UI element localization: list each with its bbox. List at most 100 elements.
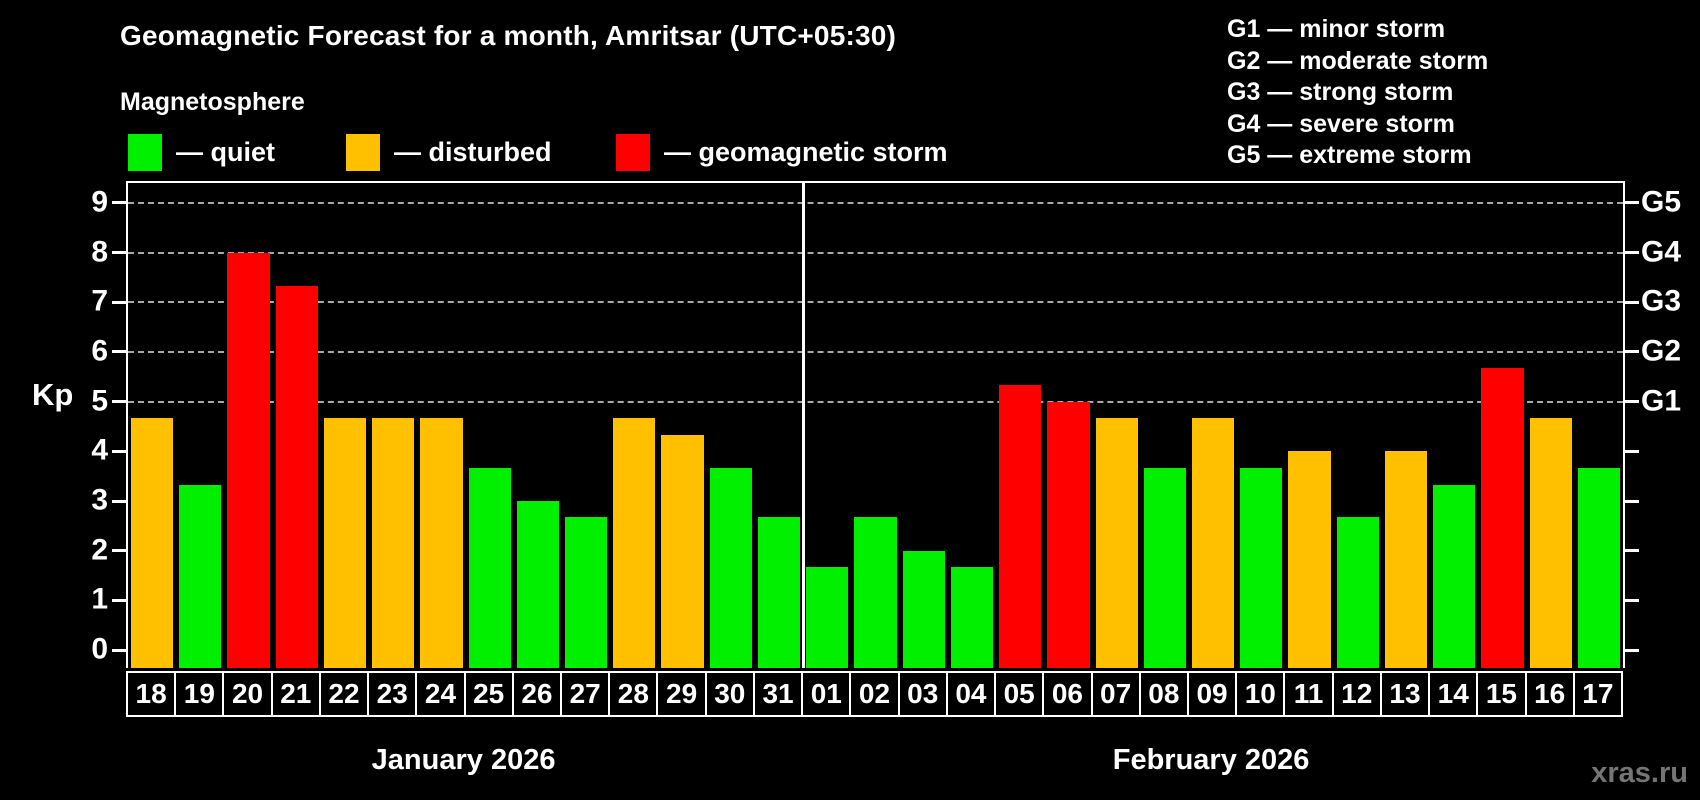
date-cell: 28 <box>608 671 659 717</box>
kp-bar <box>757 517 801 668</box>
kp-bar <box>1047 401 1090 668</box>
kp-bar <box>854 517 897 668</box>
date-cell: 09 <box>1186 671 1238 717</box>
date-cell: 27 <box>560 671 611 717</box>
gridline-kp5 <box>128 400 1623 403</box>
kp-bar <box>227 252 270 668</box>
right-tick-4 <box>1625 449 1639 453</box>
left-tick-7 <box>112 300 126 304</box>
g-legend-line-g1: G1 — minor storm <box>1227 15 1446 43</box>
g-label-g3: G3 <box>1641 284 1682 318</box>
kp-bar <box>372 418 415 668</box>
left-tick-0 <box>112 648 126 652</box>
left-tick-8 <box>112 251 126 255</box>
date-cell: 19 <box>174 671 225 717</box>
disturbed-swatch <box>346 133 380 171</box>
kp-bar <box>1433 484 1476 668</box>
date-cell: 17 <box>1572 671 1623 717</box>
kp-bar <box>420 418 463 668</box>
kp-bar <box>1288 451 1331 668</box>
date-cell: 03 <box>897 671 948 717</box>
date-cell: 04 <box>945 671 997 717</box>
date-cell: 02 <box>849 671 900 717</box>
g-label-g2: G2 <box>1641 334 1682 368</box>
gridline-kp8 <box>128 251 1623 254</box>
legend-item-storm: — geomagnetic storm <box>616 133 948 171</box>
kp-bar <box>565 517 608 668</box>
watermark: xras.ru <box>1591 757 1688 789</box>
g-label-g5: G5 <box>1641 185 1682 219</box>
kp-bar <box>999 385 1042 668</box>
g-legend-line-g4: G4 — severe storm <box>1227 109 1455 138</box>
y-tick-label-0: 0 <box>91 632 108 666</box>
right-tick-0 <box>1625 648 1639 652</box>
left-tick-4 <box>112 449 126 453</box>
kp-bar <box>323 418 367 668</box>
date-cell: 30 <box>704 671 755 717</box>
date-cell: 16 <box>1524 671 1575 717</box>
right-tick-6 <box>1625 350 1639 354</box>
y-tick-label-6: 6 <box>91 334 108 368</box>
right-tick-1 <box>1625 598 1639 602</box>
date-cell: 24 <box>415 671 466 717</box>
legend-item-quiet: — quiet <box>128 133 275 171</box>
kp-bar <box>1384 451 1428 668</box>
kp-bar <box>179 484 222 668</box>
storm-swatch <box>616 133 650 171</box>
y-tick-label-3: 3 <box>91 483 108 517</box>
date-cell: 20 <box>222 671 273 717</box>
kp-bar <box>1095 418 1138 668</box>
date-cell: 23 <box>367 671 418 717</box>
y-tick-label-4: 4 <box>91 433 108 467</box>
kp-bar <box>1240 467 1283 668</box>
right-tick-9 <box>1625 201 1639 205</box>
left-tick-9 <box>112 201 126 205</box>
date-cell: 26 <box>511 671 563 717</box>
kp-bar <box>950 567 994 668</box>
date-cell: 22 <box>318 671 370 717</box>
y-tick-label-1: 1 <box>91 582 108 616</box>
y-tick-label-9: 9 <box>91 185 108 219</box>
y-tick-label-2: 2 <box>91 533 108 567</box>
right-tick-5 <box>1625 400 1639 404</box>
g-label-g4: G4 <box>1641 234 1682 268</box>
right-tick-7 <box>1625 300 1639 304</box>
date-cell: 08 <box>1138 671 1189 717</box>
legend-label-storm: — geomagnetic storm <box>664 136 948 167</box>
month-label-february: February 2026 <box>1112 744 1310 776</box>
date-cell: 31 <box>752 671 804 717</box>
date-cell: 12 <box>1331 671 1382 717</box>
date-cell: 21 <box>270 671 321 717</box>
kp-bar <box>468 467 511 668</box>
kp-bar <box>1191 418 1235 668</box>
right-tick-8 <box>1625 251 1639 255</box>
month-label-january: January 2026 <box>371 744 556 776</box>
date-cell: 11 <box>1283 671 1334 717</box>
legend-label-disturbed: — disturbed <box>394 136 552 167</box>
kp-bar <box>131 418 174 668</box>
page-title: Geomagnetic Forecast for a month, Amrits… <box>120 20 897 51</box>
date-axis: 18 19 20 21 22 23 24 25 26 27 28 29 30 31 01 02 03 04 05 06… <box>126 671 1625 717</box>
g-legend-line-g5: G5 — extreme storm <box>1227 141 1472 169</box>
g-label-g1: G1 <box>1641 383 1682 417</box>
date-cell: 25 <box>463 671 514 717</box>
y-tick-label-7: 7 <box>91 284 108 318</box>
date-cell: 07 <box>1090 671 1141 717</box>
date-cell: 06 <box>1042 671 1093 717</box>
kp-bar <box>902 550 945 668</box>
left-tick-5 <box>112 400 126 404</box>
kp-bar <box>806 567 849 668</box>
legend-item-disturbed: — disturbed <box>346 133 552 171</box>
gridline-kp6 <box>128 350 1623 353</box>
kp-bar <box>613 418 656 668</box>
quiet-swatch <box>128 133 162 171</box>
kp-bar <box>1577 467 1620 668</box>
g-legend-line-g3: G3 — strong storm <box>1227 78 1454 106</box>
y-axis-title: Kp <box>32 377 74 412</box>
kp-bar <box>516 501 560 668</box>
date-cell: 15 <box>1476 671 1527 717</box>
y-tick-label-8: 8 <box>91 234 108 268</box>
kp-bar <box>661 434 704 668</box>
kp-bar <box>1529 418 1572 668</box>
